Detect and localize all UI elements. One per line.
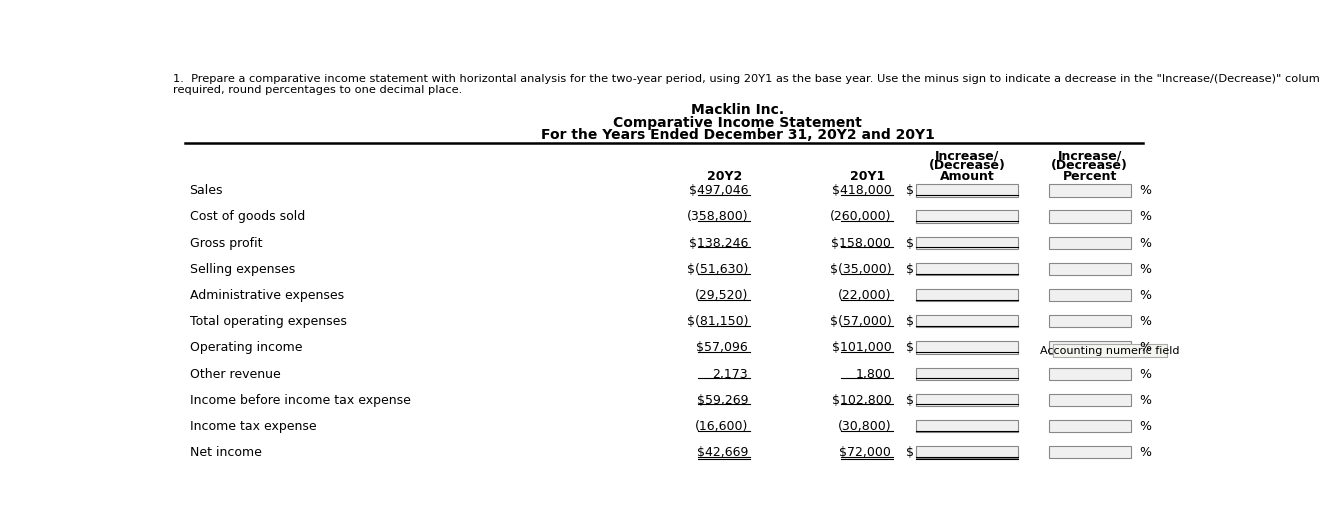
Text: $42,669: $42,669 [697,446,748,459]
FancyBboxPatch shape [916,394,1018,406]
Text: Net income: Net income [190,446,261,459]
Text: $: $ [907,263,915,276]
FancyBboxPatch shape [1049,211,1131,223]
Text: 1,800: 1,800 [855,367,891,381]
FancyBboxPatch shape [916,289,1018,301]
Text: %: % [1139,446,1151,459]
Text: Accounting numeric field: Accounting numeric field [1040,345,1180,355]
FancyBboxPatch shape [916,263,1018,275]
FancyBboxPatch shape [1049,184,1131,196]
Text: For the Years Ended December 31, 20Y2 and 20Y1: For the Years Ended December 31, 20Y2 an… [541,128,935,142]
Text: $418,000: $418,000 [832,184,891,197]
Text: %: % [1139,289,1151,302]
Text: %: % [1139,341,1151,354]
Text: $102,800: $102,800 [832,394,891,407]
Text: $158,000: $158,000 [832,237,891,250]
Text: Increase/: Increase/ [1057,149,1122,163]
Text: $(57,000): $(57,000) [829,315,891,328]
Text: Increase/: Increase/ [935,149,999,163]
Text: (260,000): (260,000) [830,211,891,223]
FancyBboxPatch shape [916,420,1018,432]
Text: Other revenue: Other revenue [190,367,280,381]
Text: $138,246: $138,246 [689,237,748,250]
Text: %: % [1139,237,1151,250]
Text: Administrative expenses: Administrative expenses [190,289,343,302]
Text: %: % [1139,211,1151,223]
Text: %: % [1139,184,1151,197]
FancyBboxPatch shape [1049,446,1131,458]
FancyBboxPatch shape [1049,394,1131,406]
FancyBboxPatch shape [1049,420,1131,432]
FancyBboxPatch shape [1049,315,1131,327]
FancyBboxPatch shape [916,367,1018,380]
Text: $(51,630): $(51,630) [686,263,748,276]
Text: $101,000: $101,000 [832,341,891,354]
Text: Macklin Inc.: Macklin Inc. [692,103,784,117]
FancyBboxPatch shape [1049,263,1131,275]
FancyBboxPatch shape [1049,367,1131,380]
Text: 20Y1: 20Y1 [850,169,886,183]
Text: (29,520): (29,520) [694,289,748,302]
Text: $(81,150): $(81,150) [686,315,748,328]
Text: $: $ [907,394,915,407]
Text: 2,173: 2,173 [713,367,748,381]
Text: Percent: Percent [1063,169,1117,183]
FancyBboxPatch shape [916,211,1018,223]
Text: Selling expenses: Selling expenses [190,263,294,276]
Text: %: % [1139,263,1151,276]
Text: 20Y2: 20Y2 [708,169,742,183]
Text: $: $ [907,315,915,328]
Text: $72,000: $72,000 [840,446,891,459]
Text: (30,800): (30,800) [838,420,891,433]
Text: %: % [1139,420,1151,433]
Text: (22,000): (22,000) [838,289,891,302]
Text: %: % [1139,394,1151,407]
Text: %: % [1139,367,1151,381]
Text: (Decrease): (Decrease) [1051,159,1129,172]
FancyBboxPatch shape [916,315,1018,327]
Text: required, round percentages to one decimal place.: required, round percentages to one decim… [173,85,462,95]
Text: Total operating expenses: Total operating expenses [190,315,346,328]
Text: $497,046: $497,046 [689,184,748,197]
Text: Gross profit: Gross profit [190,237,263,250]
Text: $: $ [907,237,915,250]
Text: 1.  Prepare a comparative income statement with horizontal analysis for the two-: 1. Prepare a comparative income statemen… [173,74,1320,84]
Text: $57,096: $57,096 [697,341,748,354]
Text: Amount: Amount [940,169,994,183]
FancyBboxPatch shape [1053,344,1167,357]
FancyBboxPatch shape [916,184,1018,196]
Text: $(35,000): $(35,000) [830,263,891,276]
Text: Income tax expense: Income tax expense [190,420,317,433]
FancyBboxPatch shape [916,446,1018,458]
Text: Cost of goods sold: Cost of goods sold [190,211,305,223]
Text: Sales: Sales [190,184,223,197]
Text: $: $ [907,341,915,354]
Text: (358,800): (358,800) [686,211,748,223]
Text: %: % [1139,315,1151,328]
FancyBboxPatch shape [1049,237,1131,249]
Text: $59,269: $59,269 [697,394,748,407]
FancyBboxPatch shape [1049,289,1131,301]
Text: (16,600): (16,600) [694,420,748,433]
Text: Comparative Income Statement: Comparative Income Statement [614,116,862,130]
Text: Income before income tax expense: Income before income tax expense [190,394,411,407]
Text: (Decrease): (Decrease) [928,159,1006,172]
FancyBboxPatch shape [1049,341,1131,354]
Text: $: $ [907,446,915,459]
FancyBboxPatch shape [916,341,1018,354]
Text: Operating income: Operating income [190,341,302,354]
FancyBboxPatch shape [916,237,1018,249]
Text: $: $ [907,184,915,197]
